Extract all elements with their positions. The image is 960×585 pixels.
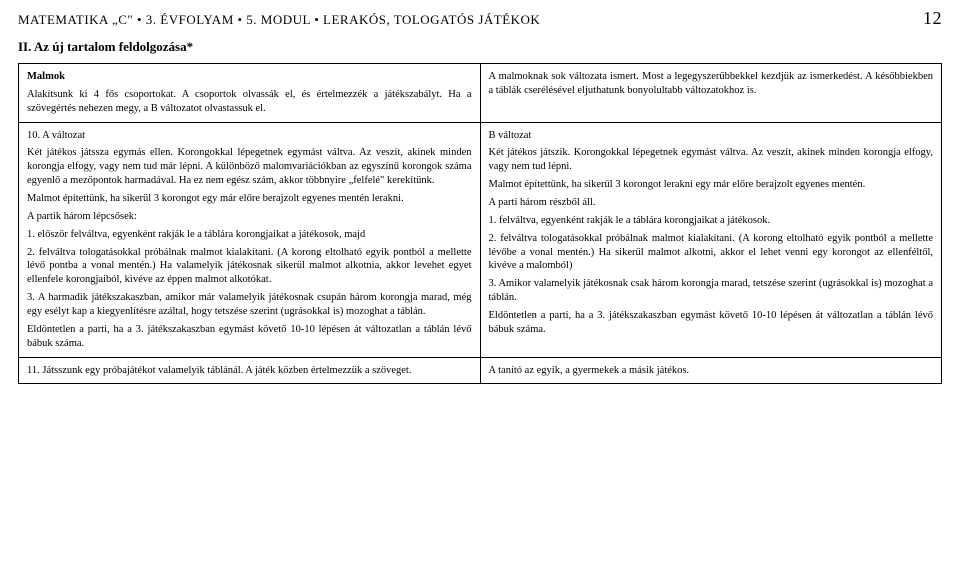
table-cell: A malmoknak sok változata ismert. Most a… [480, 64, 942, 123]
section-title: II. Az új tartalom feldolgozása* [18, 39, 942, 55]
table-cell: 11. Játsszunk egy próbajátékot valamelyi… [19, 357, 481, 384]
cell-title: Malmok [27, 70, 472, 84]
cell-title: B változat [489, 129, 934, 143]
cell-paragraph: Alakítsunk ki 4 fős csoportokat. A csopo… [27, 88, 472, 116]
page-header: MATEMATIKA „C" • 3. ÉVFOLYAM • 5. MODUL … [0, 0, 960, 33]
table-cell: B változat Két játékos játszik. Korongokk… [480, 122, 942, 357]
cell-paragraph: 2. felváltva tologatásokkal próbálnak ma… [489, 232, 934, 274]
cell-paragraph: Malmot építettünk, ha sikerül 3 korongot… [489, 178, 934, 192]
cell-paragraph: A partik három lépcsősek: [27, 210, 472, 224]
cell-paragraph: Eldöntetlen a parti, ha a 3. játékszakas… [489, 309, 934, 337]
cell-paragraph: 3. Amikor valamelyik játékosnak csak hár… [489, 277, 934, 305]
cell-paragraph: Malmot építettünk, ha sikerül 3 korongot… [27, 192, 472, 206]
table-cell: Malmok Alakítsunk ki 4 fős csoportokat. A… [19, 64, 481, 123]
cell-paragraph: 1. először felváltva, egyenként rakják l… [27, 228, 472, 242]
cell-title: 10. A változat [27, 129, 472, 143]
cell-paragraph: A parti három részből áll. [489, 196, 934, 210]
table-cell: 10. A változat Két játékos játssza egymás… [19, 122, 481, 357]
page-number: 12 [923, 8, 942, 29]
cell-paragraph: Két játékos játszik. Korongokkal lépeget… [489, 146, 934, 174]
table-row: Malmok Alakítsunk ki 4 fős csoportokat. A… [19, 64, 942, 123]
table-row: 10. A változat Két játékos játssza egymás… [19, 122, 942, 357]
cell-paragraph: Eldöntetlen a parti, ha a 3. játékszakas… [27, 323, 472, 351]
cell-paragraph: A malmoknak sok változata ismert. Most a… [489, 70, 934, 98]
cell-paragraph: A tanító az egyik, a gyermekek a másik j… [489, 364, 934, 378]
table-cell: A tanító az egyik, a gyermekek a másik j… [480, 357, 942, 384]
table-row: 11. Játsszunk egy próbajátékot valamelyi… [19, 357, 942, 384]
content-area: II. Az új tartalom feldolgozása* Malmok A… [0, 33, 960, 384]
header-breadcrumb: MATEMATIKA „C" • 3. ÉVFOLYAM • 5. MODUL … [18, 12, 540, 28]
cell-paragraph: 11. Játsszunk egy próbajátékot valamelyi… [27, 364, 472, 378]
cell-paragraph: Két játékos játssza egymás ellen. Korong… [27, 146, 472, 188]
main-table: Malmok Alakítsunk ki 4 fős csoportokat. A… [18, 63, 942, 384]
cell-paragraph: 2. felváltva tologatásokkal próbálnak ma… [27, 246, 472, 288]
cell-paragraph: 1. felváltva, egyenként rakják le a tábl… [489, 214, 934, 228]
cell-paragraph: 3. A harmadik játékszakaszban, amikor má… [27, 291, 472, 319]
